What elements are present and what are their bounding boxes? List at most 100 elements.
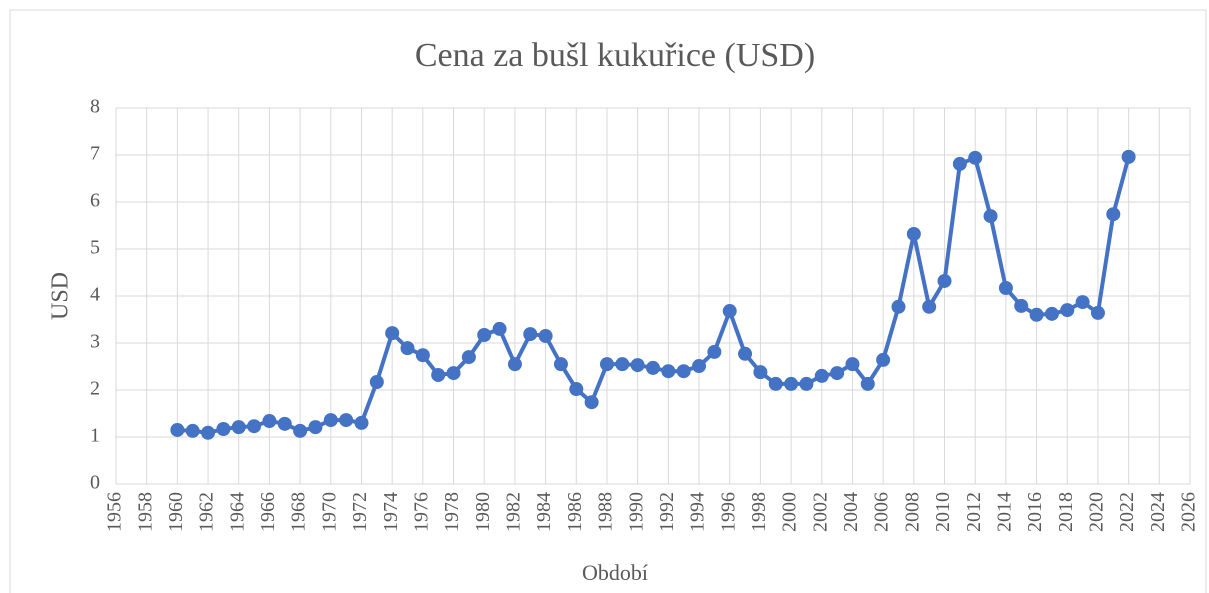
x-tick-label: 2020 <box>1086 492 1108 532</box>
y-tick-label: 5 <box>90 237 100 259</box>
data-point <box>646 360 660 375</box>
x-tick-label: 1972 <box>349 492 371 532</box>
y-tick-label: 6 <box>90 190 100 212</box>
data-point <box>599 357 614 372</box>
x-tick-label: 1962 <box>196 492 218 532</box>
x-tick-label: 2024 <box>1147 492 1169 532</box>
x-tick-label: 1982 <box>503 492 525 532</box>
data-point <box>983 209 998 224</box>
data-point <box>661 364 676 379</box>
x-tick-label: 1980 <box>472 492 494 532</box>
data-point <box>446 366 461 381</box>
data-point <box>507 357 522 372</box>
data-point <box>216 422 231 437</box>
x-tick-label: 1970 <box>318 492 340 532</box>
y-tick-label: 8 <box>90 96 100 118</box>
x-tick-label: 1984 <box>533 492 555 532</box>
x-tick-label: 1986 <box>564 492 586 532</box>
data-point <box>170 422 185 437</box>
data-point <box>768 376 783 391</box>
data-point <box>231 420 246 435</box>
data-point <box>385 326 400 341</box>
data-point <box>738 346 753 361</box>
data-point <box>968 150 983 165</box>
data-point <box>1060 303 1075 318</box>
x-tick-label: 1988 <box>595 492 617 532</box>
x-tick-label: 2004 <box>840 492 862 532</box>
y-tick-label: 1 <box>90 425 100 447</box>
x-tick-label: 1976 <box>410 492 432 532</box>
data-point <box>906 226 921 241</box>
x-tick-label: 2026 <box>1178 492 1200 532</box>
y-axis-label: USD <box>48 272 74 320</box>
x-tick-label: 1998 <box>748 492 770 532</box>
data-point <box>277 416 292 431</box>
data-point <box>891 299 906 314</box>
data-point <box>830 366 845 381</box>
data-point <box>400 341 415 356</box>
data-point <box>615 357 630 372</box>
data-point <box>492 321 507 336</box>
data-point <box>431 367 446 382</box>
data-point <box>553 357 568 372</box>
x-tick-label: 1974 <box>380 492 402 532</box>
data-point <box>201 425 216 440</box>
chart-title: Cena za bušl kukuřice (USD) <box>415 37 815 74</box>
y-tick-label: 2 <box>90 378 100 400</box>
data-point <box>692 359 707 374</box>
data-point <box>722 304 737 319</box>
x-tick-label: 2010 <box>932 492 954 532</box>
x-tick-label: 1992 <box>656 492 678 532</box>
data-point <box>569 382 584 397</box>
x-tick-label: 2008 <box>901 492 923 532</box>
x-tick-label: 1978 <box>441 492 463 532</box>
data-point <box>339 413 354 428</box>
data-point <box>937 273 952 288</box>
data-point <box>707 344 722 359</box>
data-point <box>860 376 875 391</box>
x-tick-label: 1968 <box>288 492 310 532</box>
x-tick-label: 1994 <box>687 492 709 532</box>
data-point <box>676 364 691 379</box>
y-tick-label: 3 <box>90 331 100 353</box>
x-tick-label: 1964 <box>226 492 248 532</box>
chart-frame <box>9 9 1207 593</box>
x-tick-label: 2012 <box>963 492 985 532</box>
x-tick-label: 2000 <box>779 492 801 532</box>
x-tick-label: 1966 <box>257 492 279 532</box>
data-point <box>1075 295 1090 310</box>
data-point <box>247 419 262 434</box>
data-point <box>876 352 891 367</box>
data-point <box>293 423 308 438</box>
data-point <box>354 415 369 430</box>
data-point <box>538 328 553 343</box>
x-tick-label: 1996 <box>717 492 739 532</box>
data-point <box>1029 307 1044 322</box>
data-point <box>1014 298 1029 313</box>
x-axis-label: Období <box>582 560 648 585</box>
x-tick-label: 2016 <box>1024 492 1046 532</box>
data-point <box>477 328 492 343</box>
data-point <box>584 395 599 410</box>
x-tick-label: 1990 <box>625 492 647 532</box>
data-point <box>952 156 967 171</box>
data-point <box>415 348 430 363</box>
data-point <box>1044 306 1059 321</box>
y-tick-label: 4 <box>90 284 100 306</box>
data-point <box>461 350 476 365</box>
x-tick-label: 2022 <box>1116 492 1138 532</box>
x-tick-label: 1956 <box>104 492 126 532</box>
data-point <box>784 376 799 391</box>
data-point <box>308 420 323 435</box>
data-point <box>630 358 645 373</box>
data-point <box>262 414 277 429</box>
x-tick-label: 2018 <box>1055 492 1077 532</box>
x-tick-label: 2002 <box>809 492 831 532</box>
data-point <box>922 299 937 314</box>
y-tick-label: 0 <box>90 472 100 494</box>
data-point <box>799 376 814 391</box>
data-point <box>523 327 538 342</box>
x-tick-label: 2014 <box>993 492 1015 532</box>
data-point <box>1121 149 1136 164</box>
